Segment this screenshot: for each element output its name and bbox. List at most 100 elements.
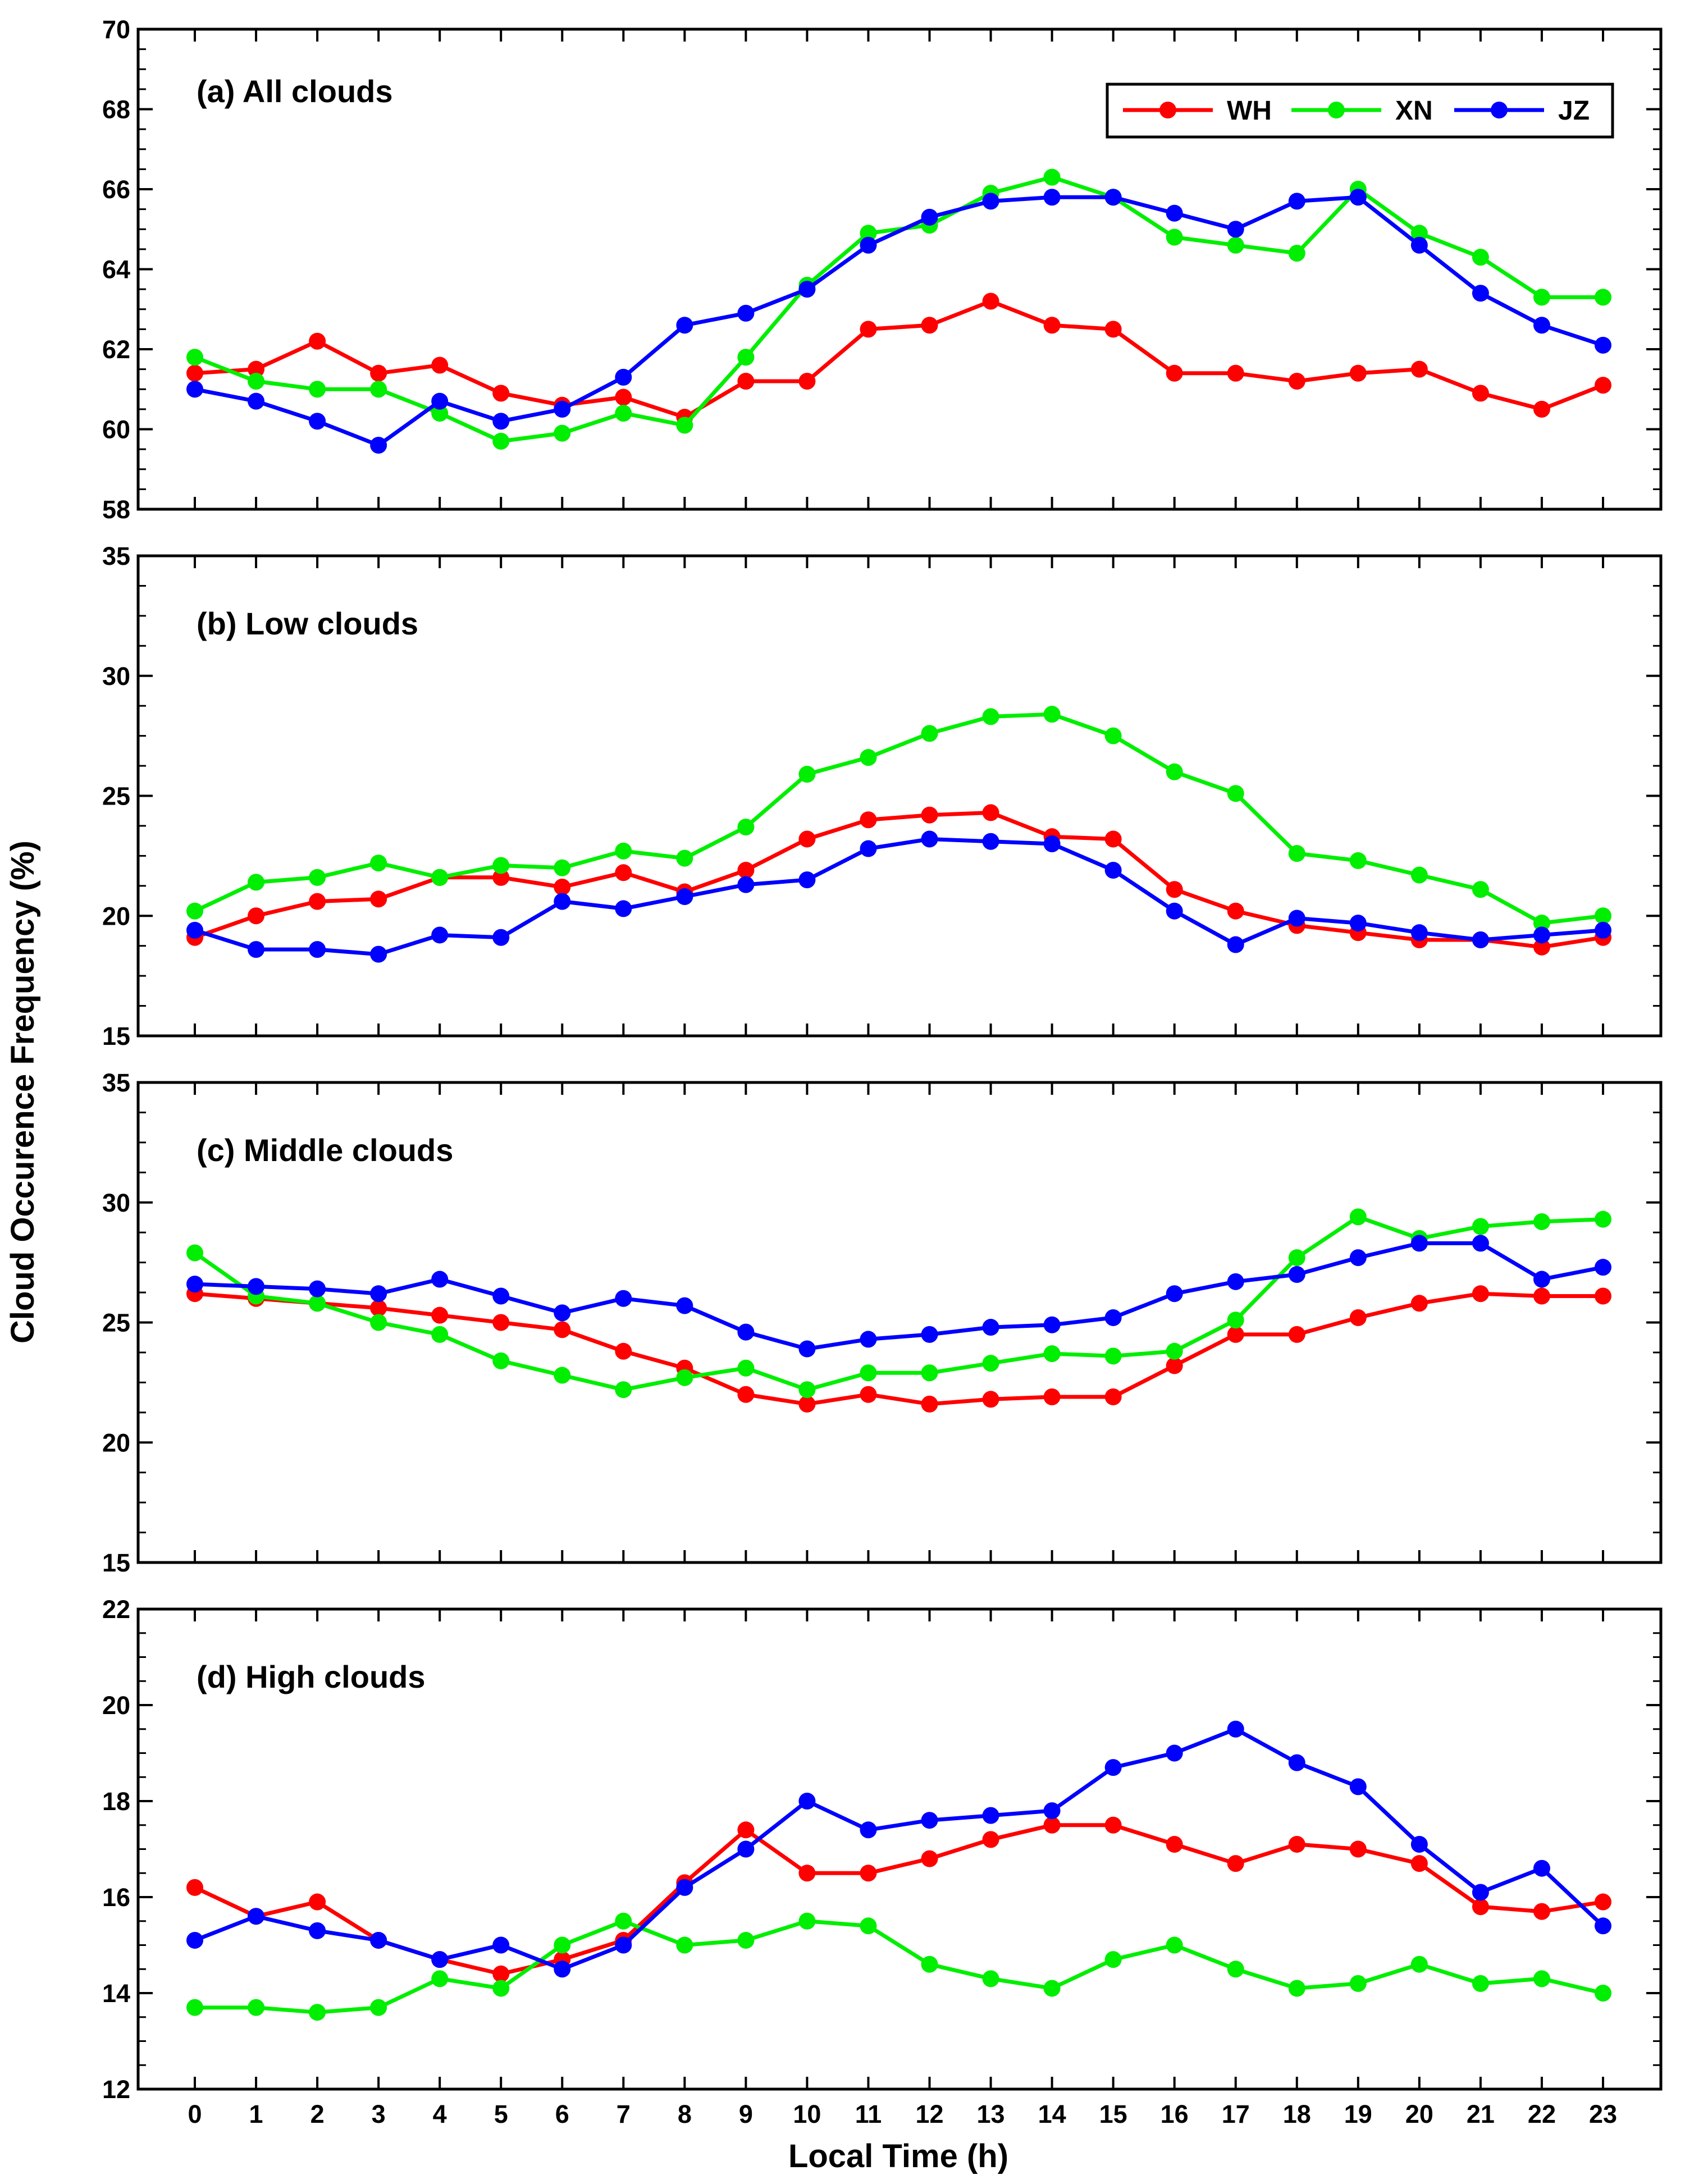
data-point — [737, 1931, 755, 1949]
data-point — [615, 1912, 632, 1930]
data-point — [676, 1879, 693, 1896]
data-point — [676, 1297, 693, 1314]
data-point — [370, 1314, 387, 1331]
data-point — [1533, 289, 1550, 306]
data-point — [1166, 229, 1183, 246]
data-point — [309, 381, 326, 398]
data-point — [1043, 1980, 1061, 1997]
series-line — [194, 1823, 1604, 1976]
y-tick-label: 35 — [102, 1068, 130, 1097]
data-point — [1166, 1936, 1183, 1954]
data-point — [737, 819, 755, 836]
data-point — [737, 1386, 755, 1403]
y-tick-label: 18 — [102, 1787, 130, 1816]
data-point — [1595, 907, 1611, 925]
data-point — [1472, 881, 1489, 898]
data-point — [492, 1980, 510, 1997]
x-tick-label: 3 — [372, 2100, 386, 2128]
data-point — [309, 1922, 326, 1939]
data-point — [676, 849, 693, 867]
y-tick-label: 14 — [102, 1979, 130, 2008]
data-point — [1533, 317, 1550, 334]
y-tick-label: 25 — [102, 782, 130, 811]
data-point — [1104, 189, 1122, 206]
data-point — [554, 893, 571, 910]
data-point — [309, 413, 326, 430]
series-XN — [186, 1208, 1611, 1399]
data-point — [737, 373, 755, 390]
series-JZ — [186, 189, 1611, 454]
data-point — [1227, 364, 1244, 382]
series-WH — [186, 804, 1611, 956]
data-point — [370, 855, 387, 872]
data-point — [1104, 1309, 1122, 1326]
data-point — [492, 1352, 510, 1369]
x-tick-label: 13 — [977, 2100, 1005, 2128]
data-point — [1595, 1259, 1611, 1276]
data-point — [431, 1326, 449, 1343]
y-tick-label: 66 — [102, 175, 130, 204]
data-point — [676, 317, 693, 334]
data-point — [370, 364, 387, 382]
legend: WH XN JZ — [1106, 83, 1614, 139]
data-point — [676, 417, 693, 434]
data-point — [1533, 1271, 1550, 1288]
y-tick-label: 30 — [102, 662, 130, 691]
data-point — [1533, 1903, 1550, 1920]
data-point — [1349, 915, 1367, 932]
data-point — [1043, 1388, 1061, 1406]
data-point — [676, 1936, 693, 1954]
data-point — [492, 1965, 510, 1982]
series-line — [194, 1241, 1604, 1351]
x-tick-label: 9 — [739, 2100, 753, 2128]
data-point — [1227, 1720, 1244, 1738]
data-point — [737, 876, 755, 893]
legend-marker — [1491, 102, 1508, 118]
data-point — [1104, 830, 1122, 848]
x-tick-label: 16 — [1161, 2100, 1189, 2128]
data-point — [921, 1850, 938, 1867]
data-point — [798, 1381, 816, 1399]
data-point — [1166, 763, 1183, 780]
data-point — [1104, 321, 1122, 338]
data-point — [798, 871, 816, 889]
data-point — [1595, 1287, 1611, 1305]
y-tick-label: 15 — [102, 1022, 130, 1050]
data-point — [860, 840, 877, 857]
data-point — [1533, 1970, 1550, 1987]
data-point — [492, 385, 510, 402]
data-point — [1349, 189, 1367, 206]
data-point — [370, 381, 387, 398]
data-point — [737, 1323, 755, 1341]
data-point — [248, 392, 265, 410]
data-point — [1166, 1835, 1183, 1853]
data-point — [860, 321, 877, 338]
data-point — [1595, 1917, 1611, 1935]
data-point — [615, 405, 632, 422]
data-point — [1227, 1855, 1244, 1872]
data-point — [737, 1840, 755, 1858]
series-line — [194, 1727, 1605, 1971]
data-point — [1104, 862, 1122, 879]
data-point — [1288, 845, 1305, 862]
data-point — [615, 368, 632, 386]
data-point — [798, 1340, 816, 1358]
data-point — [492, 1314, 510, 1331]
x-tick-label: 23 — [1589, 2100, 1617, 2128]
data-point — [1349, 1309, 1367, 1326]
data-point — [798, 766, 816, 783]
series-line — [194, 837, 1604, 957]
data-point — [1227, 785, 1244, 802]
series-line — [194, 299, 1604, 419]
data-point — [921, 806, 938, 824]
y-tick-label: 58 — [102, 495, 130, 524]
data-point — [1227, 1326, 1244, 1343]
panel-title: (c) Middle clouds — [197, 1132, 453, 1168]
y-tick-label: 70 — [102, 15, 130, 44]
y-tick-label: 35 — [102, 542, 130, 570]
data-point — [1595, 289, 1611, 306]
data-point — [370, 1299, 387, 1317]
y-tick-label: 20 — [102, 1691, 130, 1720]
data-point — [982, 804, 999, 821]
data-point — [309, 1893, 326, 1911]
